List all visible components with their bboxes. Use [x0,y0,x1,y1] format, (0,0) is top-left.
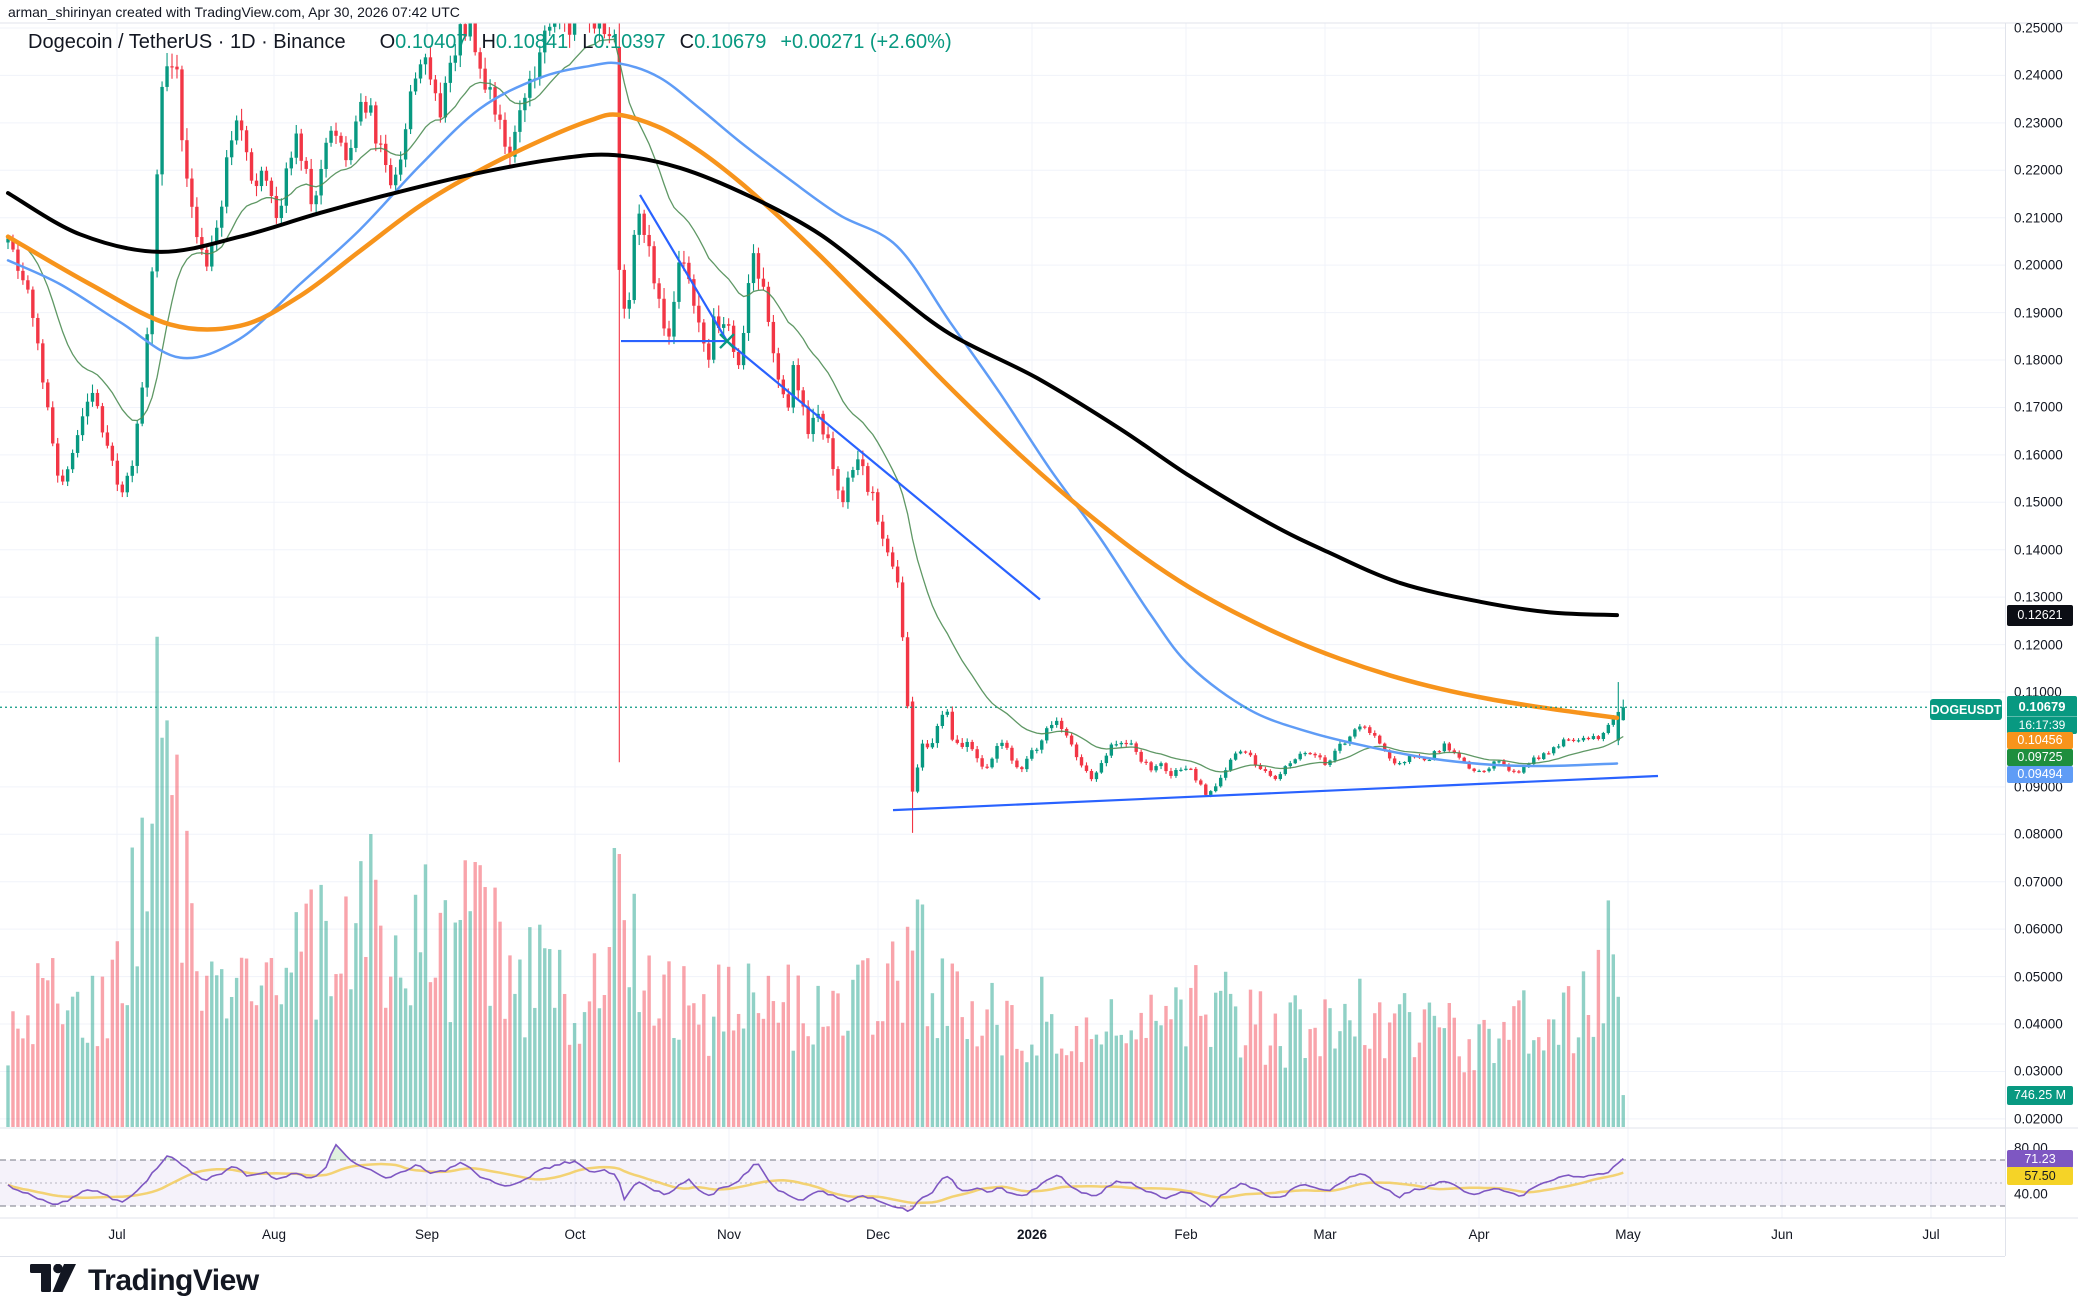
price-tick: 0.11000 [2014,684,2062,700]
ohlc-value: 0.10679 [694,31,767,53]
chart-legend[interactable]: Dogecoin / TetherUS · 1D · Binance O0.104… [28,31,952,54]
rsi-ma-chip: 57.50 [2007,1167,2073,1185]
price-tick: 0.02000 [2014,1111,2063,1127]
time-axis-month: Jun [1771,1227,1793,1242]
price-tick: 0.12000 [2014,637,2063,653]
gridlines [0,23,2005,1218]
ma-long-line [6,152,1619,618]
symbol-price-flag: DOGEUSDT [1930,699,2002,720]
tradingview-logo-text: TradingView [88,1264,259,1297]
tradingview-logo[interactable]: TradingView [30,1264,259,1298]
price-tick: 0.16000 [2014,447,2063,463]
ohlc-value: 0.10407 [395,31,468,53]
price-tick: 0.06000 [2014,921,2063,937]
ema-short-line [27,38,1624,773]
time-axis-month: Jul [108,1227,126,1242]
price-tick: 0.15000 [2014,494,2063,510]
time-axis-month: Sep [414,1227,440,1242]
rsi-pane [0,1143,2005,1213]
price-tick: 0.19000 [2014,305,2063,321]
ma50-chip: 0.09494 [2007,765,2073,783]
price-tick: 0.08000 [2014,826,2063,842]
watermark: arman_shirinyan created with TradingView… [8,4,460,20]
ma200-chip: 0.12621 [2007,604,2073,626]
time-axis-month: Feb [1174,1227,1198,1242]
ema-chip: 0.09725 [2007,748,2073,766]
price-tick: 0.03000 [2014,1063,2063,1079]
price-axis[interactable]: 0.25000 0.24000 0.23000 0.22000 0.21000 0.200… [2005,20,2078,1256]
price-tick: 0.20000 [2014,257,2063,273]
last-price-value: 0.10679 [2018,699,2066,714]
ma50-line [6,61,1619,768]
price-tick: 0.22000 [2014,162,2063,178]
time-axis[interactable]: Jul Aug Sep Oct Nov Dec 2026 Feb Mar Apr May Jun Jul [0,1218,2005,1257]
ohlc-label: L [582,31,594,53]
tradingview-logo-icon [30,1264,76,1292]
time-axis-month: Dec [865,1227,891,1242]
time-axis-month: Jul [1922,1227,1940,1242]
time-axis-month: Aug [261,1227,287,1242]
price-tick: 0.07000 [2014,874,2063,890]
time-axis-month: Nov [716,1227,742,1242]
ma-mid-line [5,112,1620,721]
moving-averages [5,38,1624,773]
price-tick: 0.23000 [2014,115,2063,131]
last-price-chip: 0.10679 16:17:39 [2007,696,2077,734]
time-axis-month: Oct [564,1227,586,1242]
ma100-chip: 0.10456 [2007,731,2073,749]
ohlc-label: O [379,31,396,53]
x-marker [719,333,735,349]
price-tick: 0.05000 [2014,969,2063,985]
price-tick: 0.17000 [2014,399,2063,415]
trendline-drawings [621,194,1659,812]
time-axis-month: May [1615,1227,1641,1242]
price-tick: 0.24000 [2014,67,2063,83]
time-axis-month: 2026 [1016,1227,1048,1242]
bar-countdown: 16:17:39 [2007,716,2077,734]
rsi-ma-line [7,1162,1624,1205]
price-tick: 0.25000 [2014,20,2063,36]
ohlc-label: H [481,31,496,53]
rsi-tick: 40.00 [2014,1186,2048,1202]
price-tick: 0.13000 [2014,589,2063,605]
price-tick: 0.21000 [2014,210,2063,226]
candles [6,23,1625,833]
change-value: +0.00271 (+2.60%) [780,31,952,53]
price-tick: 0.04000 [2014,1016,2063,1032]
price-tick: 0.18000 [2014,352,2063,368]
ohlc-value: 0.10841 [495,31,569,53]
time-axis-month: Apr [1468,1227,1490,1242]
price-tick: 0.09000 [2014,779,2063,795]
volume-chip: 746.25 M [2007,1085,2073,1105]
time-axis-month: Mar [1313,1227,1337,1242]
ohlc-values: O0.10407 H0.10841 L0.10397 C0.10679 [366,31,767,53]
rsi-line [7,1143,1624,1213]
ohlc-value: 0.10397 [593,31,666,53]
price-tick: 0.14000 [2014,542,2063,558]
symbol-title[interactable]: Dogecoin / TetherUS · 1D · Binance [28,31,346,53]
volume-bars [6,636,1625,1127]
rsi-chip: 71.23 [2007,1150,2073,1168]
ohlc-label: C [679,31,695,53]
